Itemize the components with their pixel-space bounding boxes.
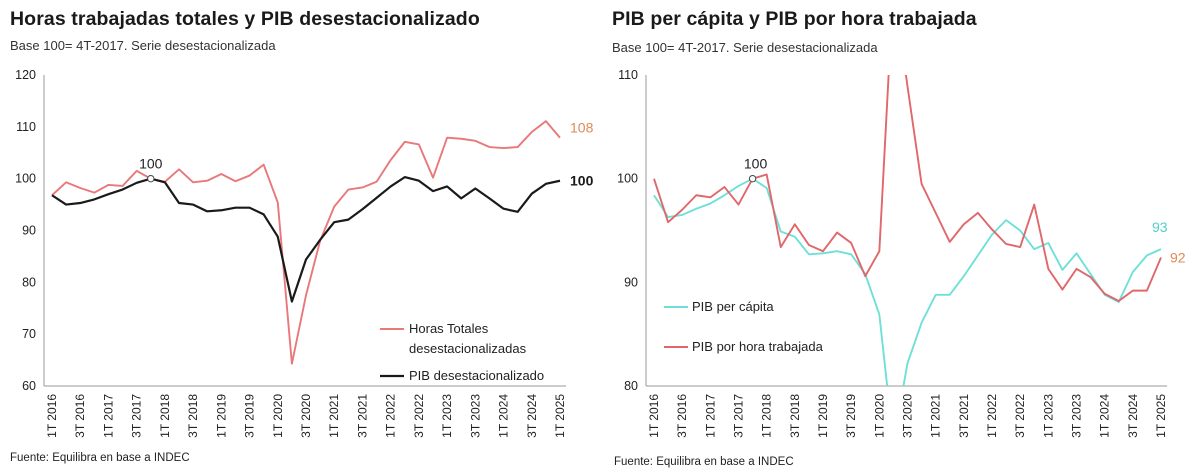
base-marker xyxy=(147,174,155,183)
y-tick-label: 110 xyxy=(618,68,638,82)
x-tick-label: 3T 2020 xyxy=(299,394,313,438)
right-chart-subtitle: Base 100= 4T-2017. Serie desestacionaliz… xyxy=(612,40,878,55)
left-chart-plot: 60 70 80 90 100 110 120 1T 2016 3T 2016 1T 2017 3T… xyxy=(15,68,594,438)
base-label: 100 xyxy=(139,156,163,172)
x-tick-label: 3T 2019 xyxy=(844,394,858,438)
y-tick-label: 90 xyxy=(624,275,638,289)
x-tick-label: 3T 2021 xyxy=(957,394,971,438)
right-chart-title: PIB per cápita y PIB por hora trabajada xyxy=(612,8,977,30)
right-chart-panel: PIB per cápita y PIB por hora trabajada … xyxy=(600,0,1199,474)
legend-label-per-capita: PIB per cápita xyxy=(692,299,774,314)
x-tick-label: 1T 2023 xyxy=(440,394,454,438)
x-tick-label: 1T 2018 xyxy=(158,394,172,438)
x-tick-label: 1T 2016 xyxy=(45,394,59,438)
x-tick-label: 3T 2016 xyxy=(73,394,87,438)
x-tick-label: 1T 2022 xyxy=(384,394,398,438)
x-tick-label: 1T 2023 xyxy=(1041,394,1055,438)
left-chart-panel: Horas trabajadas totales y PIB desestaci… xyxy=(10,8,594,464)
base-marker xyxy=(748,174,757,183)
end-label-por-hora: 92 xyxy=(1170,249,1186,265)
x-tick-label: 3T 2022 xyxy=(1013,394,1027,438)
end-label-horas: 108 xyxy=(570,120,594,136)
x-tick-label: 3T 2016 xyxy=(675,394,689,438)
series-line-1 xyxy=(51,176,561,303)
x-tick-label: 1T 2024 xyxy=(1098,394,1112,438)
x-tick-label: 1T 2017 xyxy=(703,394,717,438)
x-tick-label: 3T 2023 xyxy=(1070,394,1084,438)
x-tick-label: 3T 2024 xyxy=(1126,394,1140,438)
right-chart-source: Fuente: Equilibra en base a INDEC xyxy=(614,456,794,468)
x-tick-label: 3T 2024 xyxy=(525,394,539,438)
x-tick-label: 3T 2017 xyxy=(130,394,144,438)
series-line-1 xyxy=(653,75,1162,302)
x-tick-label: 1T 2016 xyxy=(647,394,661,438)
x-tick-label: 1T 2022 xyxy=(985,394,999,438)
base-label: 100 xyxy=(744,156,768,172)
right-chart-plot: 80 90 100 110 1T 2016 3T 2016 1T 2017 3T 2017 1T… xyxy=(617,68,1186,438)
x-tick-label: 1T 2018 xyxy=(760,394,774,438)
x-tick-label: 1T 2019 xyxy=(816,394,830,438)
x-tick-label: 1T 2025 xyxy=(1154,394,1168,438)
x-tick-label: 1T 2017 xyxy=(101,394,115,438)
x-tick-label: 1T 2021 xyxy=(327,394,341,438)
left-chart-title: Horas trabajadas totales y PIB desestaci… xyxy=(10,8,480,30)
x-tick-label: 1T 2025 xyxy=(553,394,567,438)
x-tick-label: 3T 2017 xyxy=(732,394,746,438)
y-tick-label: 120 xyxy=(15,68,36,82)
left-chart-subtitle: Base 100= 4T-2017. Serie desestacionaliz… xyxy=(10,38,276,53)
series-line-0 xyxy=(51,120,561,365)
x-tick-label: 3T 2019 xyxy=(243,394,257,438)
x-tick-label: 1T 2020 xyxy=(271,394,285,438)
x-tick-label: 3T 2023 xyxy=(468,394,482,438)
legend-label-horas: desestacionalizadas xyxy=(409,341,527,356)
y-tick-label: 90 xyxy=(22,224,36,238)
legend-label-por-hora: PIB por hora trabajada xyxy=(692,339,824,354)
x-tick-label: 1T 2024 xyxy=(497,394,511,438)
x-tick-label: 3T 2018 xyxy=(788,394,802,438)
series-line-0 xyxy=(653,177,1162,386)
x-tick-label: 3T 2022 xyxy=(412,394,426,438)
legend-label-horas: Horas Totales xyxy=(409,321,489,336)
x-tick-label: 3T 2020 xyxy=(901,394,915,438)
x-tick-label: 3T 2021 xyxy=(355,394,369,438)
left-chart-source: Fuente: Equilibra en base a INDEC xyxy=(10,452,190,464)
y-tick-label: 100 xyxy=(617,172,638,186)
end-label-per-capita: 93 xyxy=(1152,219,1168,235)
x-tick-label: 1T 2021 xyxy=(929,394,943,438)
y-tick-label: 80 xyxy=(22,275,36,289)
legend-label-pib: PIB desestacionalizado xyxy=(409,368,544,383)
y-tick-label: 80 xyxy=(624,379,638,393)
end-label-pib: 100 xyxy=(570,173,594,189)
y-tick-label: 110 xyxy=(16,120,36,134)
x-tick-label: 1T 2019 xyxy=(214,394,228,438)
y-tick-label: 100 xyxy=(15,172,36,186)
x-tick-label: 1T 2020 xyxy=(872,394,886,438)
y-tick-label: 70 xyxy=(22,327,36,341)
y-tick-label: 60 xyxy=(22,379,36,393)
x-tick-label: 3T 2018 xyxy=(186,394,200,438)
